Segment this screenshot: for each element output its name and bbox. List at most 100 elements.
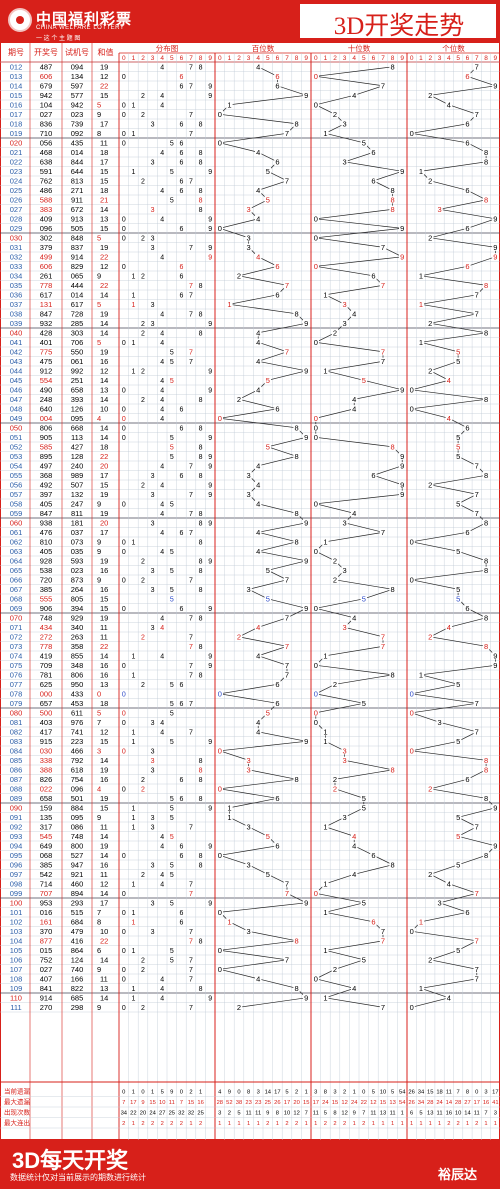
draw-number-cell: 932 [40, 319, 53, 328]
tens-mark: 3 [343, 300, 347, 309]
distribution-mark: 5 [170, 349, 174, 356]
test-number-cell: 094 [71, 62, 84, 71]
tens-mark-bg [341, 756, 348, 764]
tens-mark: 3 [343, 623, 347, 632]
test-number-cell: 358 [71, 642, 84, 651]
stats-value-distribution: 2 [122, 1121, 125, 1127]
stats-value-tens: 11 [313, 1110, 319, 1116]
test-number-cell: 829 [71, 262, 84, 271]
draw-number-cell: 836 [40, 119, 53, 128]
tens-mark-bg [341, 813, 348, 821]
sum-cell: 3 [97, 746, 101, 755]
period-cell: 111 [10, 1003, 21, 1012]
units-mark-bg [408, 747, 415, 755]
units-mark: 8 [484, 195, 488, 204]
tens-mark: 4 [352, 309, 356, 318]
digit-label-distribution-2: 2 [141, 55, 145, 62]
hundreds-mark-bg [293, 310, 300, 318]
distribution-mark: 7 [189, 359, 193, 366]
distribution-mark: 7 [189, 131, 193, 138]
test-number-cell: 023 [71, 110, 84, 119]
draw-number-cell: 016 [40, 908, 53, 917]
tens-mark: 9 [400, 452, 404, 461]
stats-value-units: 7 [457, 1089, 460, 1095]
distribution-mark: 7 [189, 492, 193, 499]
units-mark-bg [492, 804, 499, 812]
test-number-cell: 240 [71, 461, 84, 470]
tens-mark: 1 [323, 727, 327, 736]
hundreds-mark-bg [245, 205, 252, 213]
units-mark: 8 [484, 518, 488, 527]
distribution-mark: 8 [199, 853, 203, 860]
sum-cell: 7 [97, 718, 101, 727]
stats-value-units: 17 [492, 1089, 498, 1095]
draw-number-cell: 027 [40, 965, 53, 974]
period-cell: 016 [10, 100, 23, 109]
units-mark-bg [464, 186, 471, 194]
units-mark-bg [464, 224, 471, 232]
distribution-mark: 7 [189, 663, 193, 670]
tens-mark: 9 [400, 490, 404, 499]
distribution-mark: 1 [131, 805, 135, 812]
units-mark: 0 [410, 708, 414, 717]
sum-cell: 14 [100, 319, 108, 328]
tens-mark-bg [341, 747, 348, 755]
sum-cell: 5 [97, 338, 101, 347]
sum-cell: 9 [97, 537, 101, 546]
draw-number-cell: 554 [40, 376, 53, 385]
tens-mark: 1 [323, 946, 327, 955]
test-number-cell: 837 [71, 243, 84, 252]
stats-value-distribution: 24 [149, 1110, 156, 1116]
hundreds-mark: 4 [256, 252, 260, 261]
units-mark: 5 [456, 433, 460, 442]
test-number-cell: 263 [71, 632, 84, 641]
tens-mark: 7 [381, 642, 385, 651]
tens-mark-bg [312, 338, 319, 346]
period-cell: 094 [10, 841, 23, 850]
distribution-mark: 0 [122, 891, 126, 898]
sum-cell: 15 [100, 91, 108, 100]
tens-mark: 6 [371, 851, 375, 860]
distribution-mark: 3 [151, 302, 155, 309]
hundreds-mark-bg [216, 110, 223, 118]
tens-mark-bg [312, 424, 319, 432]
hundreds-mark: 4 [256, 974, 260, 983]
units-mark-bg [473, 965, 480, 973]
test-number-cell: 271 [71, 186, 84, 195]
period-cell: 097 [10, 870, 23, 879]
distribution-mark: 9 [208, 900, 212, 907]
hundreds-mark: 9 [304, 366, 308, 375]
hundreds-mark: 4 [256, 385, 260, 394]
period-cell: 100 [10, 898, 23, 907]
stats-value-distribution: 5 [161, 1089, 164, 1095]
tens-mark: 5 [362, 699, 366, 708]
hundreds-mark: 7 [285, 347, 289, 356]
period-cell: 074 [10, 651, 23, 660]
stats-value-distribution: 20 [140, 1110, 146, 1116]
units-mark-bg [482, 471, 490, 479]
hundreds-mark: 5 [266, 442, 270, 451]
distribution-mark: 6 [179, 159, 183, 166]
tens-mark-bg [399, 167, 406, 175]
units-mark-bg [482, 766, 490, 774]
distribution-mark: 6 [179, 264, 183, 271]
period-cell: 057 [10, 490, 23, 499]
column-header-tens: 十位数 [348, 43, 371, 53]
distribution-mark: 5 [170, 815, 174, 822]
draw-number-cell: 905 [40, 433, 53, 442]
hundreds-mark: 8 [295, 936, 299, 945]
sum-cell: 12 [100, 72, 108, 81]
hundreds-mark-bg [235, 272, 243, 280]
distribution-mark: 0 [122, 235, 126, 242]
distribution-mark: 2 [141, 872, 145, 879]
distribution-mark: 0 [122, 748, 126, 755]
sum-cell: 11 [100, 138, 108, 147]
units-mark: 8 [484, 566, 488, 575]
hundreds-mark: 8 [295, 452, 299, 461]
tens-mark-bg [389, 63, 396, 71]
distribution-mark: 2 [141, 235, 145, 242]
units-mark-bg [417, 167, 425, 175]
stats-value-units: 17 [474, 1100, 480, 1106]
stats-value-units: 8 [466, 1089, 469, 1095]
units-mark-bg [436, 205, 443, 213]
